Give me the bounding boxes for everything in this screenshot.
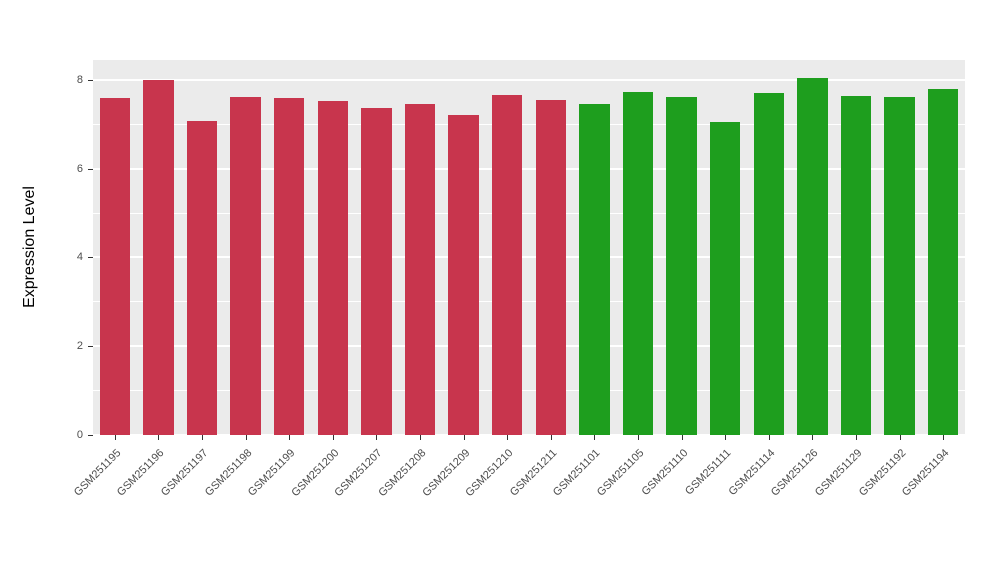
bar-GSM251114 [753,93,785,435]
x-tick-label: GSM251196 [115,447,167,499]
x-tick-mark [289,435,291,440]
gridline-major [93,167,965,170]
x-tick-label: GSM251192 [856,447,909,499]
x-tick-mark [507,435,509,440]
bar-GSM251200 [317,101,349,435]
x-tick-mark [376,435,378,440]
y-tick-label: 0 [76,429,83,441]
gridline-minor [93,301,965,303]
x-tick-label: GSM251101 [551,447,603,499]
bar-GSM251192 [884,96,915,435]
x-tick-mark [420,435,421,440]
gridline-minor [93,212,965,214]
y-tick-mark [88,79,93,81]
y-tick-mark [88,435,93,436]
x-tick-mark [332,435,334,440]
x-tick-mark [202,435,203,440]
bar-GSM251197 [186,120,218,435]
bar-GSM251209 [448,115,479,435]
x-tick-label: GSM251110 [639,447,691,499]
x-tick-mark [594,435,596,440]
bar-GSM251105 [622,92,654,435]
bar-GSM251194 [927,89,959,435]
gridline-minor [93,123,965,125]
bar-GSM251110 [666,96,697,435]
bar-GSM251210 [491,94,523,435]
x-tick-label: GSM251126 [769,447,821,499]
x-tick-mark [856,435,857,440]
plot-area [93,60,965,436]
x-tick-mark [725,435,727,440]
bar-GSM251208 [404,104,436,435]
x-tick-label: GSM251114 [726,447,778,499]
x-tick-mark [899,435,901,440]
x-tick-label: GSM251194 [900,447,952,499]
x-tick-mark [158,435,160,440]
x-tick-mark [638,435,639,440]
bar-GSM251207 [361,108,392,435]
x-tick-label: GSM251207 [332,447,385,500]
bar-GSM251199 [273,97,305,435]
y-axis-title: Expression Level [21,186,38,308]
y-tick-label: 6 [76,162,83,175]
x-tick-mark [681,435,683,440]
x-tick-label: GSM251129 [812,447,865,499]
y-tick-label: 4 [76,251,83,264]
gridline-major [93,256,965,259]
x-tick-label: GSM251195 [71,447,124,499]
x-tick-mark [812,435,814,440]
gridline-major [93,434,965,436]
y-tick-label: 2 [76,340,83,353]
y-tick-mark [88,168,93,170]
x-tick-label: GSM251210 [463,447,516,500]
bar-GSM251195 [99,97,131,435]
y-tick-label: 8 [76,73,83,86]
x-tick-label: GSM251197 [158,447,211,499]
x-tick-label: GSM251200 [289,447,342,500]
bar-GSM251129 [840,95,872,435]
x-tick-mark [114,435,116,440]
gridline-major [93,78,965,81]
x-tick-label: GSM251111 [683,447,734,498]
x-tick-mark [245,435,247,440]
bar-GSM251111 [709,122,741,435]
x-tick-mark [943,435,945,440]
x-tick-label: GSM251198 [202,447,255,499]
bar-GSM251198 [230,96,261,435]
x-tick-label: GSM251211 [507,447,560,499]
x-tick-label: GSM251209 [419,447,473,500]
x-tick-mark [768,435,770,440]
gridline-major [93,345,965,348]
gridline-minor [93,390,965,392]
x-tick-label: GSM251208 [376,447,429,500]
x-tick-mark [550,435,552,440]
x-tick-label: GSM251199 [246,447,298,499]
x-tick-mark [463,435,465,440]
bar-GSM251101 [579,103,610,435]
y-tick-mark [88,257,93,259]
x-tick-label: GSM251105 [594,447,647,499]
bar-GSM251126 [797,77,828,435]
bar-GSM251196 [143,79,174,435]
y-tick-mark [88,346,93,348]
bar-GSM251211 [535,99,567,435]
